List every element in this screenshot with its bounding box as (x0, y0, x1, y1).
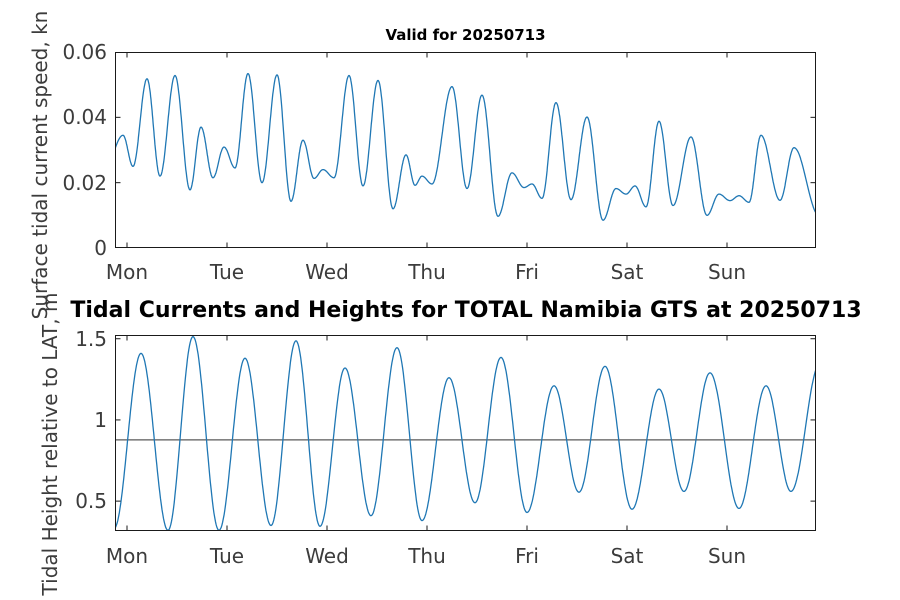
top-chart-plot-area (115, 52, 816, 248)
x-tick-label: Wed (305, 544, 349, 568)
x-tick-label: Sun (707, 544, 747, 568)
surface-tidal-current-speed-line (115, 72, 816, 221)
x-tick-label: Wed (305, 260, 349, 284)
x-tick-label: Sat (610, 544, 644, 568)
x-tick-label: Tue (209, 260, 245, 284)
bottom-chart-plot-area (115, 335, 816, 531)
x-tick-label: Mon (105, 544, 149, 568)
y-tick-label: 0.5 (75, 489, 107, 514)
x-tick-label: Sat (610, 260, 644, 284)
y-tick-label: 0.02 (62, 170, 107, 195)
x-tick-label: Sun (707, 260, 747, 284)
y-tick-label: 0.04 (62, 105, 107, 130)
y-tick-label: 1.5 (75, 326, 107, 351)
x-tick-label: Tue (209, 544, 245, 568)
axes-box (115, 335, 816, 531)
axes-box (115, 52, 816, 248)
x-tick-label: Thu (408, 544, 446, 568)
top-chart-title: Valid for 20250713 (385, 26, 546, 44)
x-tick-label: Fri (515, 544, 539, 568)
bottom-chart-canvas (115, 335, 816, 531)
top-chart-canvas (115, 52, 816, 248)
tidal-height-line (115, 335, 816, 531)
x-tick-label: Mon (105, 260, 149, 284)
y-tick-label: 0 (94, 236, 107, 260)
main-chart-title: Tidal Currents and Heights for TOTAL Nam… (70, 298, 862, 323)
y-tick-label: 0.06 (62, 40, 107, 64)
x-tick-label: Fri (515, 260, 539, 284)
y-tick-label: 1 (94, 407, 107, 432)
x-tick-label: Thu (408, 260, 446, 284)
